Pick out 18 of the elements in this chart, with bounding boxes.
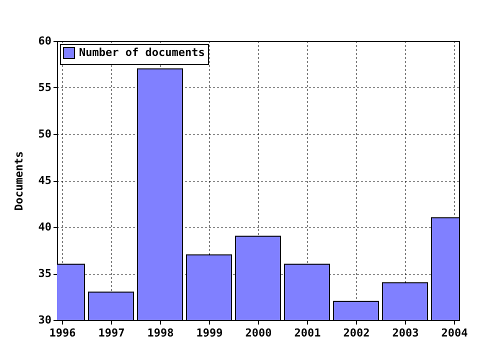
y-tick-label: 35	[38, 267, 52, 280]
x-tick-label: 1998	[147, 326, 174, 340]
x-tick-label: 2000	[245, 326, 272, 340]
y-tick-label: 40	[38, 220, 52, 234]
x-tick-label: 1999	[196, 326, 223, 340]
x-tick-label: 1997	[98, 326, 125, 340]
x-tick-label: 2001	[294, 326, 322, 340]
x-tick-label: 2004	[441, 326, 468, 340]
x-tick-label: 2002	[343, 326, 370, 340]
x-tick-label: 2003	[392, 326, 419, 340]
y-tick-label: 45	[38, 174, 52, 187]
x-tick-label: 1996	[49, 326, 76, 340]
y-tick-label: 60	[38, 34, 52, 48]
legend-label: Number of documents	[79, 46, 205, 59]
y-tick-label: 30	[38, 314, 52, 326]
y-tick-label: 50	[38, 128, 52, 140]
y-axis-title: Documents	[12, 151, 26, 211]
y-tick-label: 55	[38, 81, 52, 94]
